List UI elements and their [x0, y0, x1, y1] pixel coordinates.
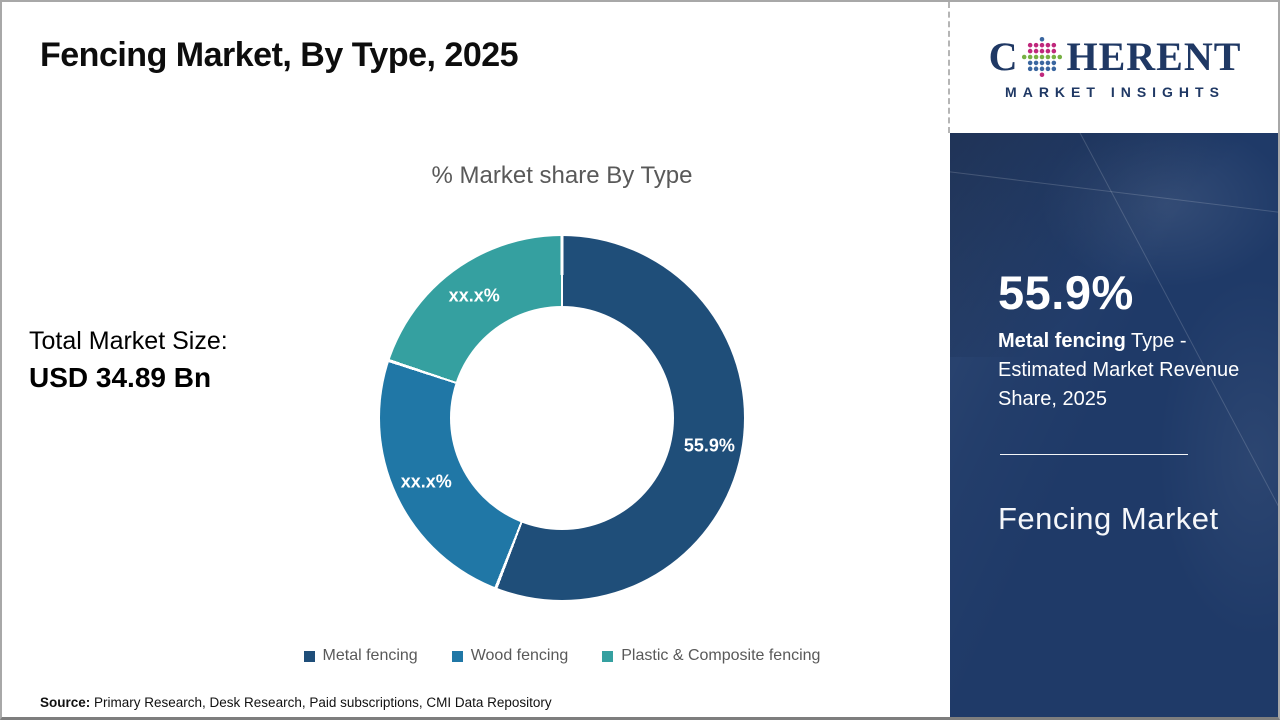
legend-item-plastic-composite-fencing: Plastic & Composite fencing	[602, 647, 820, 665]
highlight-stat-description: Metal fencing Type - Estimated Market Re…	[998, 327, 1240, 414]
sidebar-map-texture	[950, 133, 1278, 357]
slice-label-metal-fencing: 55.9%	[683, 435, 735, 456]
donut-chart: 55.9% xx.x% xx.x%	[380, 236, 744, 600]
source-line: Source: Primary Research, Desk Research,…	[40, 695, 552, 710]
sidebar-divider	[1000, 454, 1188, 455]
legend-swatch-icon	[303, 650, 315, 662]
legend-label: Plastic & Composite fencing	[621, 647, 821, 664]
donut-hole	[450, 306, 674, 530]
chart-title: % Market share By Type	[431, 162, 693, 189]
chart-legend: Metal fencing Wood fencing Plastic & Compo…	[2, 647, 1122, 665]
source-label: Source:	[40, 695, 91, 710]
sidebar-market-name: Fencing Market	[998, 501, 1219, 536]
legend-label: Wood fencing	[470, 647, 569, 664]
logo-subtitle: MARKET INSIGHTS	[1005, 84, 1225, 100]
highlight-stat-category: Metal fencing	[998, 330, 1126, 352]
dotted-globe-icon	[1022, 36, 1063, 78]
highlight-stat-rest: Type - Estimated Market Revenue Share, 2…	[998, 330, 1240, 410]
legend-swatch-icon	[602, 650, 614, 662]
highlight-stat-value: 55.9%	[998, 266, 1134, 319]
brand-logo-panel: C HERENT MARKET INSIGHTS	[948, 2, 1278, 133]
slice-label-wood-fencing: xx.x%	[400, 471, 452, 492]
logo-text-start: C	[988, 34, 1019, 79]
source-text: Primary Research, Desk Research, Paid su…	[90, 695, 552, 710]
highlight-sidebar: 55.9% Metal fencing Type - Estimated Mar…	[950, 133, 1278, 717]
sidebar-grid-line	[950, 166, 1278, 229]
page-title: Fencing Market, By Type, 2025	[40, 36, 519, 74]
total-market-size-label: Total Market Size:	[29, 327, 228, 355]
legend-item-wood-fencing: Wood fencing	[451, 647, 569, 665]
legend-swatch-icon	[451, 650, 463, 662]
legend-label: Metal fencing	[322, 647, 418, 664]
total-market-size-block: Total Market Size: USD 34.89 Bn	[29, 327, 228, 394]
legend-item-metal-fencing: Metal fencing	[303, 647, 418, 665]
logo-text-end: HERENT	[1066, 34, 1242, 79]
total-market-size-value: USD 34.89 Bn	[29, 362, 212, 393]
slice-label-plastic-composite-fencing: xx.x%	[448, 285, 500, 306]
brand-logo: C HERENT	[989, 35, 1242, 79]
